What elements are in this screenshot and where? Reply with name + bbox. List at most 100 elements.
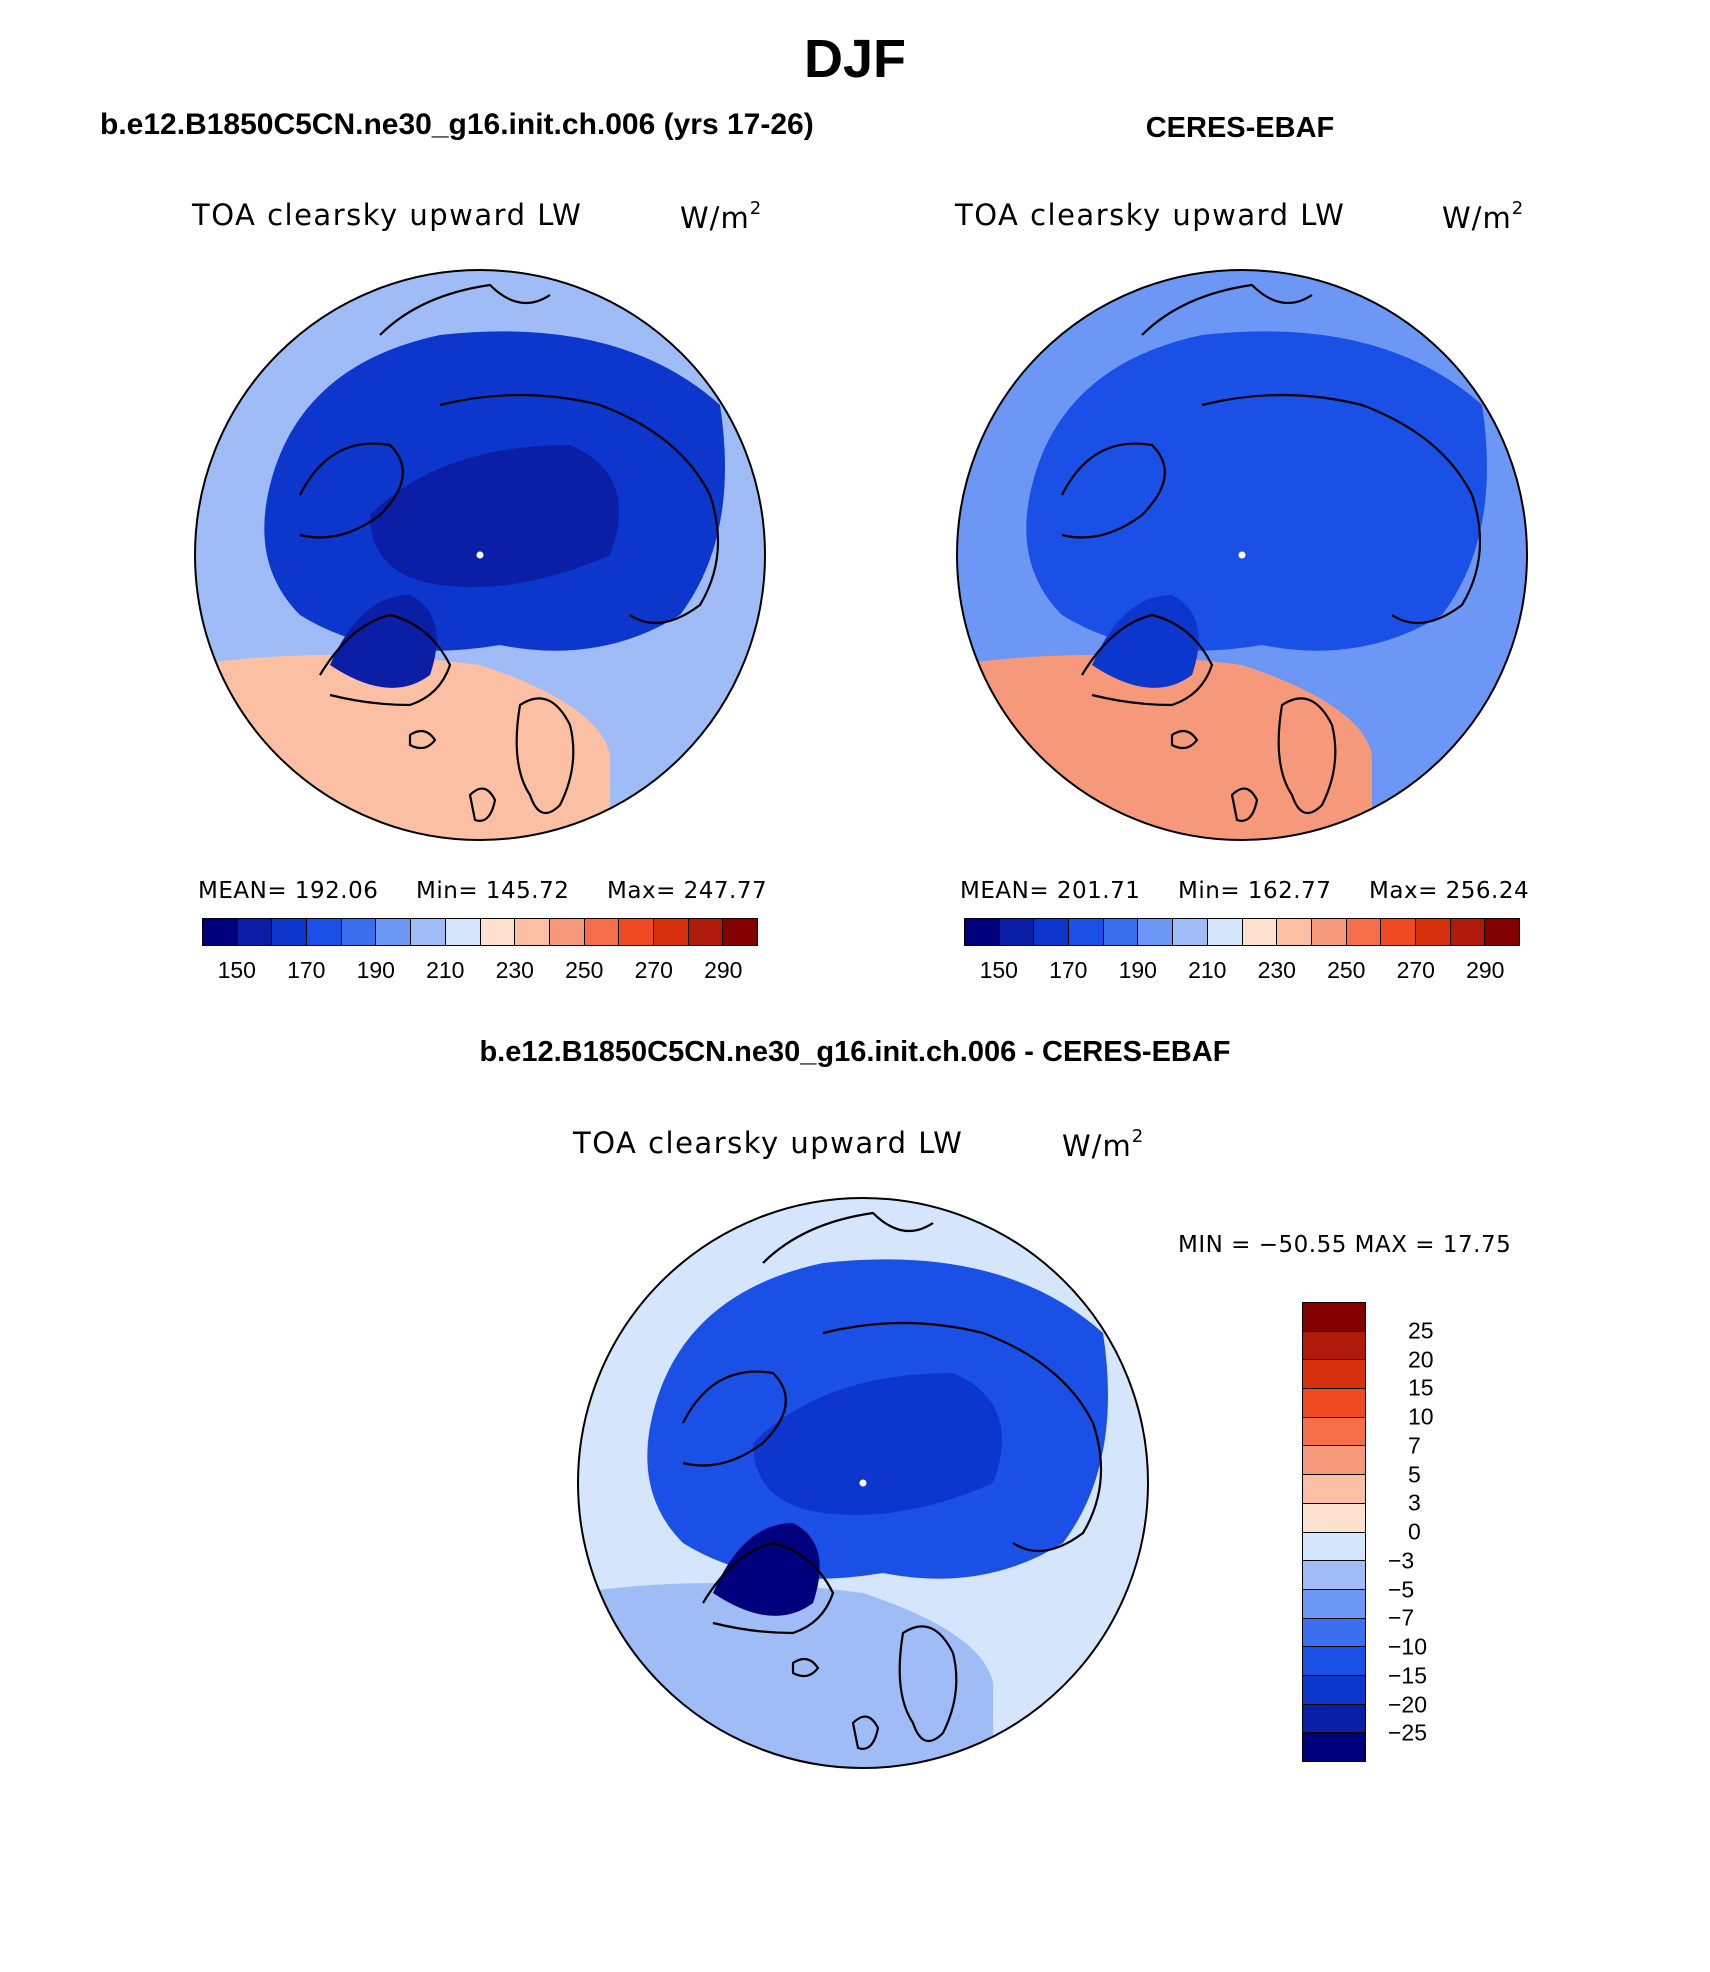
alaska-coastline xyxy=(762,1211,934,1264)
colorbar-tick-label: 290 xyxy=(704,957,743,983)
model-polar-map xyxy=(194,269,766,841)
obs-stats: MEAN= 201.71 Min= 162.77 Max= 256.24 xyxy=(960,878,1529,904)
colorbar-tick-label: 210 xyxy=(426,957,465,983)
polar-core-field xyxy=(370,445,619,587)
diff-polar-map xyxy=(577,1197,1149,1769)
obs-panel-header: CERES-EBAF xyxy=(1145,112,1335,144)
siberia-coastline xyxy=(439,393,720,625)
colorbar-swatch xyxy=(1415,919,1451,945)
colorbar-swatch xyxy=(307,919,342,945)
colorbar-swatch xyxy=(341,919,377,945)
model-variable-title: TOA clearsky upward LW xyxy=(192,198,583,232)
colorbar-swatch xyxy=(1277,919,1312,945)
colorbar-tick-label: 10 xyxy=(1408,1403,1434,1430)
colorbar-swatch xyxy=(376,919,412,945)
colorbar-swatch xyxy=(1450,919,1486,945)
colorbar-tick-label: 230 xyxy=(495,957,534,983)
obs-min: Min= 162.77 xyxy=(1178,878,1332,904)
colorbar-tick-label: 190 xyxy=(1118,957,1157,983)
colorbar-swatch xyxy=(203,919,238,945)
colorbar-swatch xyxy=(1069,919,1104,945)
colorbar-swatch xyxy=(584,919,620,945)
colorbar-swatch xyxy=(272,919,308,945)
colorbar-tick-label: 290 xyxy=(1466,957,1505,983)
colorbar-tick-label: 270 xyxy=(634,957,673,983)
colorbar-swatch xyxy=(480,919,516,945)
british-isles-coastline xyxy=(1230,787,1259,822)
colorbar-swatch xyxy=(1303,1331,1365,1361)
model-units: W/m2 xyxy=(680,198,763,235)
colorbar-tick-label: 20 xyxy=(1408,1346,1434,1372)
colorbar-swatch xyxy=(965,919,1000,945)
colorbar-swatch xyxy=(619,919,654,945)
obs-polar-map xyxy=(956,269,1528,841)
colorbar-swatch xyxy=(653,919,689,945)
colorbar-tick-label: 5 xyxy=(1408,1461,1421,1487)
colorbar-swatch xyxy=(1485,919,1519,945)
colorbar-swatch xyxy=(1303,1417,1365,1447)
colorbar-tick-label: 15 xyxy=(1408,1374,1434,1401)
colorbar-tick-label: 230 xyxy=(1257,957,1296,983)
alaska-coastline xyxy=(1141,283,1313,336)
colorbar-swatch xyxy=(1311,919,1347,945)
colorbar-tick-label: 250 xyxy=(565,957,604,983)
british-isles-coastline xyxy=(468,787,497,822)
model-max: Max= 247.77 xyxy=(607,878,768,904)
canadian-archipelago-coastline xyxy=(682,1370,787,1467)
obs-colorbar-ticks: 150 170 190 210 230 250 270 290 xyxy=(964,957,1520,987)
colorbar-swatch xyxy=(1303,1561,1365,1590)
polar-core-field xyxy=(753,1373,1002,1515)
colorbar-swatch xyxy=(1303,1446,1365,1476)
north-pole-marker xyxy=(859,1479,867,1487)
north-pole-marker xyxy=(476,551,484,559)
greenland-field xyxy=(1092,595,1199,688)
model-colorbar-ticks: 150 170 190 210 230 250 270 290 xyxy=(202,957,758,987)
model-panel-header: b.e12.B1850C5CN.ne30_g16.init.ch.006 (yr… xyxy=(100,108,814,141)
colorbar-swatch xyxy=(1303,1704,1365,1734)
colorbar-swatch xyxy=(1103,919,1139,945)
colorbar-swatch xyxy=(1381,919,1416,945)
colorbar-swatch xyxy=(1303,1618,1365,1648)
alaska-coastline xyxy=(379,283,551,336)
colorbar-swatch xyxy=(1303,1360,1365,1390)
siberia-coastline xyxy=(822,1321,1103,1553)
colorbar-swatch xyxy=(1303,1389,1365,1418)
colorbar-swatch xyxy=(411,919,446,945)
map-border xyxy=(956,269,1528,841)
diff-variable-title: TOA clearsky upward LW xyxy=(573,1126,964,1160)
greenland-field xyxy=(330,595,437,688)
colorbar-tick-label: −25 xyxy=(1388,1719,1428,1746)
greenland-coastline xyxy=(1081,613,1214,707)
colorbar-tick-label: 170 xyxy=(1049,957,1088,983)
diff-colorbar-ticks: 25 20 15 10 7 5 3 0 −3 −5 −7 −10 −15 −20 −25 xyxy=(1388,1302,1508,1762)
diff-units: W/m2 xyxy=(1062,1126,1145,1163)
colorbar-tick-label: 190 xyxy=(356,957,395,983)
colorbar-swatch xyxy=(1207,919,1243,945)
scandinavia-coastline xyxy=(515,697,575,815)
colorbar-tick-label: 0 xyxy=(1408,1518,1421,1545)
obs-units: W/m2 xyxy=(1442,198,1525,235)
model-stats: MEAN= 192.06 Min= 145.72 Max= 247.77 xyxy=(198,878,767,904)
colorbar-swatch xyxy=(1303,1475,1365,1504)
colorbar-tick-label: −10 xyxy=(1388,1633,1428,1660)
colorbar-swatch xyxy=(445,919,481,945)
colorbar-swatch xyxy=(688,919,724,945)
model-min: Min= 145.72 xyxy=(416,878,570,904)
greenland-field xyxy=(713,1523,820,1616)
obs-mean: MEAN= 201.71 xyxy=(960,878,1141,904)
colorbar-tick-label: −15 xyxy=(1388,1662,1428,1689)
model-mean: MEAN= 192.06 xyxy=(198,878,379,904)
figure-title: DJF xyxy=(803,29,906,89)
colorbar-swatch xyxy=(1303,1303,1365,1332)
diff-minmax: MIN = −50.55 MAX = 17.75 xyxy=(1178,1232,1512,1258)
colorbar-swatch xyxy=(1303,1532,1365,1562)
colorbar-tick-label: 150 xyxy=(979,957,1018,983)
greenland-coastline xyxy=(319,613,452,707)
colorbar-tick-label: 270 xyxy=(1396,957,1435,983)
colorbar-swatch xyxy=(1346,919,1382,945)
colorbar-swatch xyxy=(999,919,1035,945)
canadian-archipelago-coastline xyxy=(299,442,404,539)
polar-core-field xyxy=(1132,445,1381,587)
colorbar-tick-label: 170 xyxy=(287,957,326,983)
colorbar-swatch xyxy=(1303,1675,1365,1705)
